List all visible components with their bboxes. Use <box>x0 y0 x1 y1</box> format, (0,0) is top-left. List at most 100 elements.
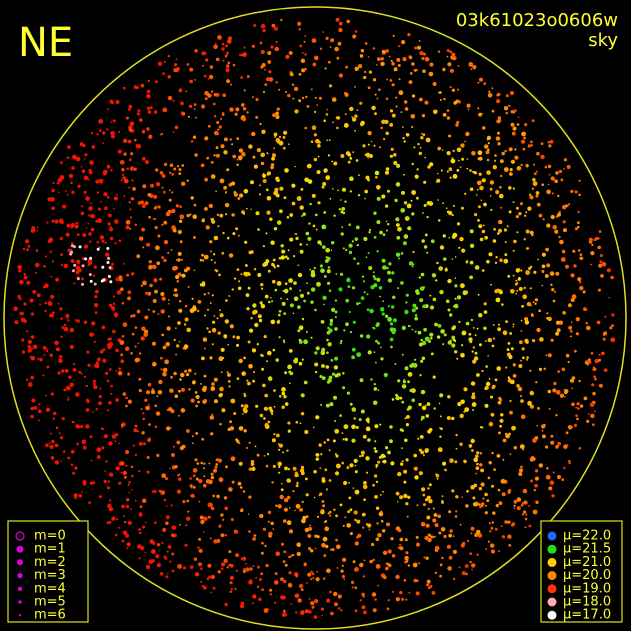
star <box>512 325 514 328</box>
star <box>220 144 225 149</box>
star <box>108 472 114 477</box>
star <box>326 351 329 355</box>
star <box>203 399 208 403</box>
star <box>349 106 354 112</box>
star <box>411 190 416 195</box>
star <box>134 345 137 348</box>
star <box>469 187 474 191</box>
star <box>14 320 19 325</box>
star <box>237 286 242 291</box>
star <box>382 459 387 464</box>
star <box>107 213 112 218</box>
star <box>495 190 500 195</box>
star <box>99 349 104 354</box>
star <box>317 155 320 158</box>
star <box>70 222 76 228</box>
star <box>153 278 158 283</box>
star <box>442 461 447 466</box>
star <box>325 365 330 369</box>
star <box>548 144 552 148</box>
star <box>275 114 280 120</box>
star <box>469 229 474 234</box>
star <box>140 284 143 287</box>
star <box>129 227 132 230</box>
star <box>329 590 332 594</box>
star <box>372 327 376 330</box>
star <box>225 64 230 68</box>
star <box>270 521 274 526</box>
star <box>108 520 112 524</box>
magnitude-legend: m=0m=1m=2m=3m=4m=5m=6 <box>15 529 66 623</box>
star <box>328 139 331 142</box>
star <box>565 264 569 269</box>
star <box>451 88 456 93</box>
star <box>172 228 177 233</box>
star <box>491 109 495 113</box>
star <box>159 277 163 281</box>
star <box>53 411 57 416</box>
star <box>283 609 286 613</box>
star <box>267 420 271 424</box>
star <box>155 80 158 84</box>
star <box>330 611 334 616</box>
star <box>312 62 317 67</box>
star <box>259 41 263 45</box>
star <box>401 40 406 45</box>
star <box>492 337 495 340</box>
star <box>192 214 197 219</box>
star <box>322 31 324 33</box>
star <box>88 214 91 217</box>
star <box>43 264 46 268</box>
star <box>60 161 63 165</box>
star <box>429 332 434 337</box>
star <box>151 388 154 391</box>
star <box>228 563 231 567</box>
star <box>429 429 432 432</box>
star <box>69 344 74 349</box>
star <box>524 214 527 217</box>
star <box>93 340 96 343</box>
star <box>206 156 210 160</box>
star <box>272 348 276 352</box>
star <box>137 342 140 345</box>
star <box>478 77 484 82</box>
star <box>285 90 288 94</box>
star <box>335 273 338 275</box>
star <box>449 50 453 54</box>
star <box>508 544 512 547</box>
star <box>413 146 416 149</box>
star <box>373 447 377 450</box>
star <box>145 521 147 524</box>
star <box>203 475 206 478</box>
star <box>356 352 362 357</box>
star <box>52 181 55 185</box>
star <box>415 306 419 310</box>
star <box>535 469 539 473</box>
star <box>570 189 574 194</box>
star <box>50 197 55 202</box>
star <box>219 386 224 392</box>
star <box>429 62 434 67</box>
star <box>509 90 515 96</box>
star <box>406 515 409 518</box>
star <box>469 275 473 280</box>
star <box>175 259 178 261</box>
star <box>219 117 223 121</box>
star <box>157 390 163 395</box>
star <box>326 568 331 574</box>
star <box>126 498 130 502</box>
star <box>218 477 224 483</box>
star <box>385 220 388 223</box>
star <box>552 388 557 393</box>
star <box>463 459 467 464</box>
star <box>511 522 516 526</box>
star <box>479 452 483 455</box>
star <box>224 319 229 324</box>
star <box>144 159 150 165</box>
star <box>316 104 319 106</box>
star <box>109 280 113 284</box>
star <box>422 69 426 73</box>
star <box>403 469 408 474</box>
star <box>449 68 454 73</box>
star <box>483 82 487 85</box>
